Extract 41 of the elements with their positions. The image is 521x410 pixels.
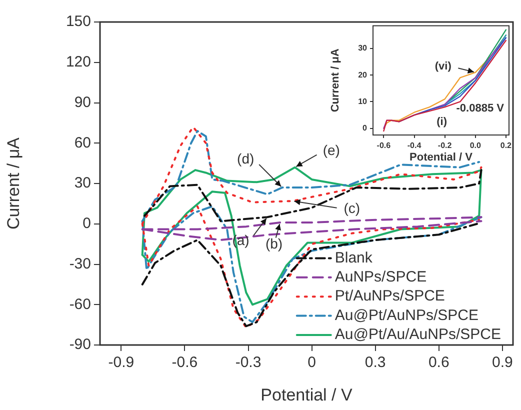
y-tick-label: 30	[74, 174, 91, 192]
legend-label: Au@Pt/Au/AuNPs/SPCE	[334, 326, 502, 344]
x-tick-label: 0.6	[428, 354, 450, 372]
y-tick-label: 120	[66, 54, 91, 71]
y-tick-label: 150	[66, 13, 91, 30]
y-tick-label: 30	[358, 44, 368, 53]
annotation: (d)	[237, 150, 254, 166]
y-tick-label: 60	[74, 134, 91, 152]
x-tick-label: -0.3	[235, 354, 262, 372]
x-tick-label: -0.6	[376, 141, 392, 150]
annotation: (b)	[265, 235, 283, 252]
y-tick-label: -30	[69, 255, 91, 272]
annotation: (c)	[344, 200, 360, 216]
y-tick-label: 20	[358, 70, 368, 80]
x-tick-label: -0.4	[407, 141, 422, 150]
annotation: (vi)	[434, 60, 452, 72]
y-tick-label: -90	[69, 336, 91, 354]
y-tick-label: 10	[358, 96, 368, 106]
y-tick-label: 0	[362, 124, 368, 133]
legend-label: Pt/AuNPs/SPCE	[334, 288, 445, 305]
x-tick-label: -0.6	[172, 354, 198, 372]
y-tick-label: 0	[82, 215, 91, 232]
x-axis-title: Potential / V	[410, 151, 474, 164]
legend-label: Blank	[334, 249, 373, 266]
y-tick-label: -60	[69, 296, 91, 313]
annotation: (e)	[322, 142, 340, 158]
x-tick-label: -0.2	[438, 141, 452, 150]
annotation: -0.0885 V	[456, 102, 505, 115]
legend-label: AuNPs/SPCE	[334, 268, 427, 286]
x-axis-title: Potential / V	[260, 385, 353, 404]
annotation: (i)	[436, 116, 448, 128]
y-axis-title: Current / μA	[4, 136, 23, 230]
x-tick-label: 0.2	[500, 141, 512, 150]
legend-label: Au@Pt/AuNPs/SPCE	[334, 306, 478, 324]
y-axis-title: Current / μA	[330, 48, 342, 112]
x-tick-label: 0	[308, 354, 316, 372]
x-tick-label: 0.9	[492, 354, 513, 372]
x-tick-label: 0.0	[470, 141, 482, 150]
x-tick-label: -0.9	[108, 354, 134, 372]
x-tick-label: 0.3	[364, 354, 386, 372]
y-tick-label: 90	[74, 94, 91, 111]
